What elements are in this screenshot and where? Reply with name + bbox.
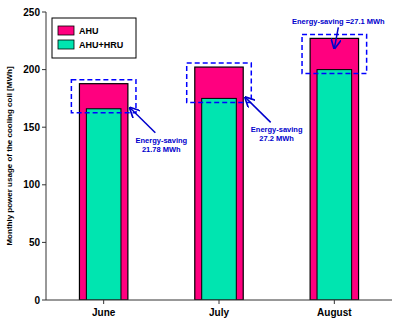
saving-box [71, 80, 136, 113]
y-tick [42, 242, 46, 243]
y-tick [42, 184, 46, 185]
annotation-line: 27.2 MWh [259, 134, 294, 143]
y-axis [46, 12, 47, 300]
saving-box [302, 34, 367, 73]
legend-swatch [58, 26, 74, 35]
annotation: Energy-saving =27.1 MWh [292, 17, 385, 26]
y-tick-label: 200 [23, 64, 40, 75]
annotation-line: Energy-saving [135, 136, 187, 145]
saving-box [187, 63, 252, 102]
x-tick-label: August [317, 307, 352, 318]
chart: 0 50 100 150 200 250 June July August Monthly pow… [0, 0, 400, 328]
annotation-line: Energy-saving [251, 125, 303, 134]
legend-label: AHU+HRU [79, 40, 123, 50]
y-tick-label: 0 [34, 295, 40, 306]
bar [310, 38, 358, 300]
y-tick [42, 12, 46, 13]
legend-label: AHU [79, 26, 99, 36]
legend-swatch [58, 40, 74, 49]
x-tick [103, 300, 104, 304]
annotation-line: 21.78 MWh [142, 145, 181, 154]
bars [71, 34, 366, 300]
y-tick [42, 69, 46, 70]
annotation-line: Energy-saving =27.1 MWh [292, 17, 385, 26]
x-tick-label: July [209, 307, 229, 318]
y-tick [42, 127, 46, 128]
annotation-arrow [130, 108, 155, 133]
legend-frame [52, 18, 136, 58]
y-tick-label: 250 [23, 7, 40, 18]
x-tick [334, 300, 335, 304]
annotation-arrow [245, 97, 270, 122]
x-tick-label: June [92, 307, 116, 318]
bar [202, 98, 237, 300]
annotation: Energy-saving21.78 MWh [135, 136, 187, 154]
y-tick-label: 150 [23, 122, 40, 133]
bar [79, 84, 127, 300]
y-tick [42, 300, 46, 301]
y-axis-label: Monthly power usage of the cooling coil … [5, 66, 14, 245]
bar [86, 109, 121, 300]
annotation: Energy-saving27.2 MWh [251, 125, 303, 143]
y-tick-label: 50 [29, 237, 41, 248]
legend: AHU AHU+HRU [52, 18, 136, 58]
y-tick-label: 100 [23, 179, 40, 190]
x-tick [219, 300, 220, 304]
annotation-arrow [334, 27, 338, 48]
bar [317, 70, 352, 300]
